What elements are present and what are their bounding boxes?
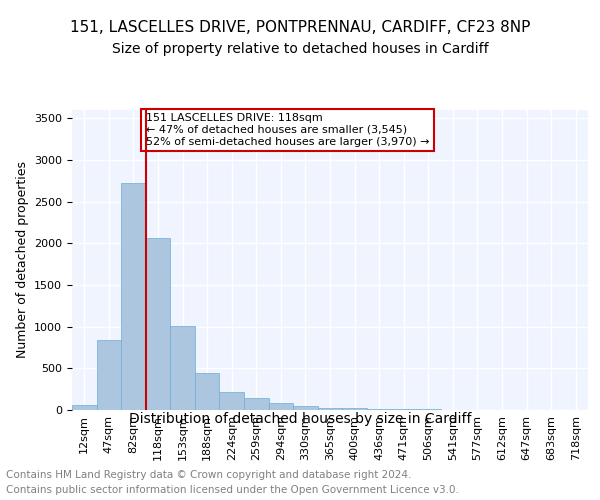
Bar [97, 340, 121, 410]
Bar [293, 406, 318, 410]
Bar [72, 405, 97, 410]
Bar [342, 408, 367, 410]
Bar [146, 238, 170, 410]
Y-axis label: Number of detached properties: Number of detached properties [16, 162, 29, 358]
Bar [121, 184, 146, 410]
Bar [269, 404, 293, 410]
Bar [367, 409, 391, 410]
Bar [318, 408, 342, 410]
Bar [220, 392, 244, 410]
Text: Contains HM Land Registry data © Crown copyright and database right 2024.: Contains HM Land Registry data © Crown c… [6, 470, 412, 480]
Bar [195, 372, 220, 410]
Bar [391, 409, 416, 410]
Bar [244, 398, 269, 410]
Text: Distribution of detached houses by size in Cardiff: Distribution of detached houses by size … [129, 412, 471, 426]
Text: Contains public sector information licensed under the Open Government Licence v3: Contains public sector information licen… [6, 485, 459, 495]
Text: 151, LASCELLES DRIVE, PONTPRENNAU, CARDIFF, CF23 8NP: 151, LASCELLES DRIVE, PONTPRENNAU, CARDI… [70, 20, 530, 35]
Text: Size of property relative to detached houses in Cardiff: Size of property relative to detached ho… [112, 42, 488, 56]
Bar [170, 326, 195, 410]
Text: 151 LASCELLES DRIVE: 118sqm
← 47% of detached houses are smaller (3,545)
52% of : 151 LASCELLES DRIVE: 118sqm ← 47% of det… [146, 114, 429, 146]
